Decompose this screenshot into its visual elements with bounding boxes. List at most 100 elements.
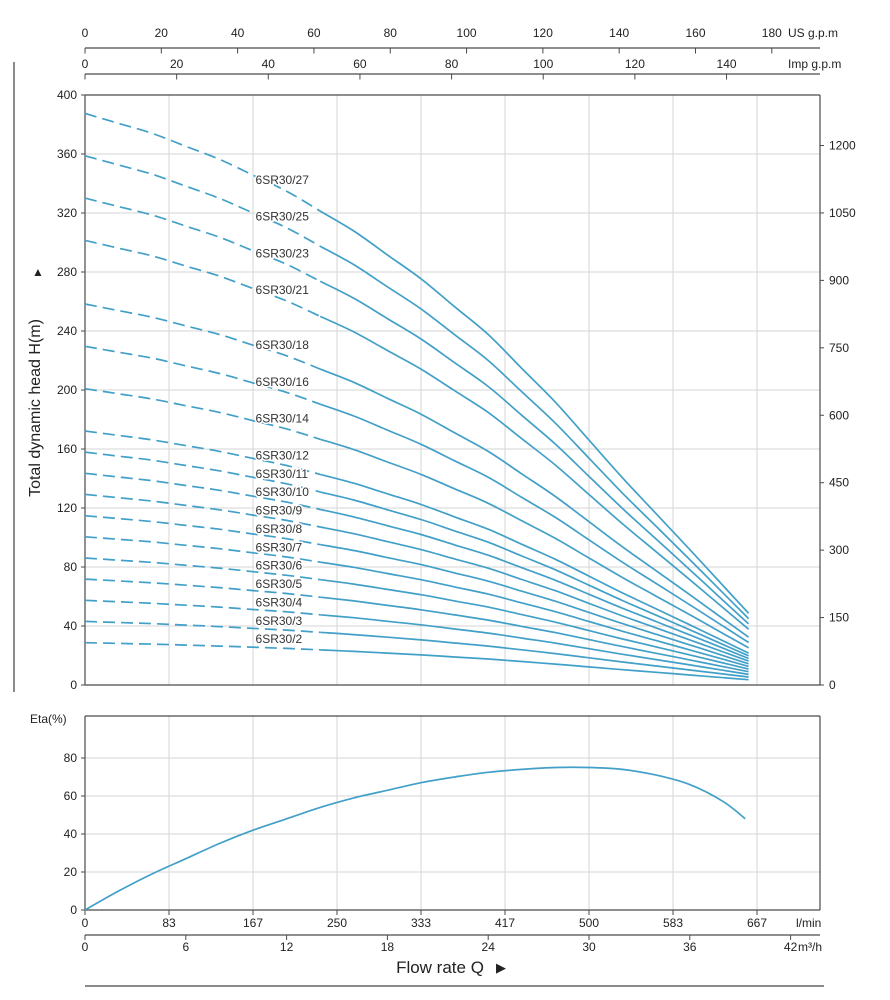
pump-curve-6SR30/10 [320,508,749,660]
curve-label-6SR30/18: 6SR30/18 [256,338,310,352]
lmin-tick-label: 250 [327,916,347,930]
pump-curve-6SR30/14 [319,438,750,649]
pump-curve-6SR30/5 [320,596,749,673]
pump-curve-dashed-6SR30/25 [84,154,321,247]
m3h-tick-label: 0 [82,940,89,954]
head-m-tick-label: 40 [64,619,78,633]
pump-curve-dashed-6SR30/4 [84,599,321,616]
imp-gpm-tick-label: 60 [353,57,367,71]
efficiency-curve [84,766,746,911]
lmin-tick-label: 500 [579,916,599,930]
pump-curve-6SR30/6 [320,578,749,670]
eta-tick-label: 0 [70,903,77,917]
us-gpm-tick-label: 0 [82,26,89,40]
imp-gpm-tick-label: 40 [262,57,276,71]
pump-curve-dashed-6SR30/2 [84,641,321,651]
pump-curve-dashed-6SR30/11 [84,451,321,493]
us-gpm-tick-label: 160 [685,26,705,40]
pump-curve-dashed-6SR30/23 [84,197,321,283]
m3h-tick-label: 36 [683,940,697,954]
us-gpm-unit-label: US g.p.m [788,26,838,40]
curve-label-6SR30/25: 6SR30/25 [256,210,310,224]
curve-label-6SR30/9: 6SR30/9 [256,504,303,518]
pump-curve-dashed-6SR30/14 [84,387,321,441]
pump-curve-6SR30/9 [320,526,749,662]
head-axis-title: Total dynamic head H(m) [27,319,44,497]
head-ft-tick-label: 150 [829,611,849,625]
pump-curve-6SR30/21 [319,315,750,630]
us-gpm-tick-label: 40 [231,26,245,40]
head-ft-tick-label: 1200 [829,139,856,153]
us-gpm-tick-label: 60 [307,26,321,40]
pump-curve-6SR30/16 [319,403,750,644]
head-m-tick-label: 240 [57,324,77,338]
eta-tick-label: 60 [64,789,78,803]
m3h-tick-label: 30 [582,940,596,954]
pump-curve-6SR30/4 [320,613,749,676]
lmin-tick-label: 167 [243,916,263,930]
us-gpm-tick-label: 120 [533,26,553,40]
us-gpm-tick-label: 20 [155,26,169,40]
eta-tick-label: 20 [64,865,78,879]
eta-tick-label: 80 [64,751,78,765]
curve-label-6SR30/10: 6SR30/10 [256,485,310,499]
curve-label-6SR30/21: 6SR30/21 [256,283,310,297]
head-ft-tick-label: 600 [829,408,849,422]
m3h-tick-label: 42 [784,940,798,954]
pump-curve-6SR30/27 [319,210,750,614]
imp-gpm-tick-label: 20 [170,57,184,71]
us-gpm-tick-label: 180 [762,26,782,40]
curve-label-6SR30/8: 6SR30/8 [256,522,303,536]
imp-gpm-tick-label: 80 [445,57,459,71]
curve-label-6SR30/7: 6SR30/7 [256,540,303,554]
curve-label-6SR30/2: 6SR30/2 [256,632,303,646]
pump-curve-dashed-6SR30/27 [84,112,321,212]
pump-curve-6SR30/2 [320,649,749,681]
head-ft-tick-label: 300 [829,543,849,557]
pump-curve-dashed-6SR30/6 [84,557,321,581]
m3h-tick-label: 18 [381,940,395,954]
head-ft-tick-label: 1050 [829,206,856,220]
curve-label-6SR30/12: 6SR30/12 [256,448,310,462]
eta-tick-label: 40 [64,827,78,841]
pump-curve-dashed-6SR30/16 [84,345,321,406]
us-gpm-tick-label: 140 [609,26,629,40]
pump-curve-6SR30/7 [320,561,749,668]
head-m-tick-label: 400 [57,88,77,102]
head-ft-tick-label: 0 [829,678,836,692]
pump-curve-6SR30/18 [319,368,750,638]
curve-label-6SR30/4: 6SR30/4 [256,595,303,609]
head-m-tick-label: 80 [64,560,78,574]
flow-axis-arrow-icon: ▶ [496,960,506,975]
curve-label-6SR30/11: 6SR30/11 [256,467,309,481]
pump-curve-dashed-6SR30/3 [84,620,321,634]
m3h-unit-label: m³/h [798,940,822,954]
pump-curve-6SR30/8 [320,543,749,665]
head-m-tick-label: 360 [57,147,77,161]
head-m-tick-label: 280 [57,265,77,279]
lmin-tick-label: 583 [663,916,683,930]
pump-curve-6SR30/12 [319,473,749,654]
imp-gpm-tick-label: 120 [625,57,645,71]
pump-curve-dashed-6SR30/9 [84,493,321,528]
curve-label-6SR30/5: 6SR30/5 [256,577,303,591]
head-m-tick-label: 160 [57,442,77,456]
pump-curve-dashed-6SR30/10 [84,472,321,511]
lmin-tick-label: 417 [495,916,515,930]
imp-gpm-unit-label: Imp g.p.m [788,57,841,71]
imp-gpm-tick-label: 100 [533,57,553,71]
curve-label-6SR30/27: 6SR30/27 [256,173,310,187]
pump-curve-dashed-6SR30/7 [84,535,321,563]
imp-gpm-tick-label: 140 [717,57,737,71]
pump-curve-dashed-6SR30/5 [84,578,321,599]
lmin-unit-label: l/min [796,916,821,930]
curve-label-6SR30/16: 6SR30/16 [256,375,310,389]
curve-label-6SR30/3: 6SR30/3 [256,614,303,628]
pump-curve-6SR30/25 [319,245,750,620]
head-m-tick-label: 320 [57,206,77,220]
head-ft-tick-label: 900 [829,273,849,287]
m3h-tick-label: 6 [182,940,189,954]
flow-axis-title: Flow rate Q [396,958,484,977]
